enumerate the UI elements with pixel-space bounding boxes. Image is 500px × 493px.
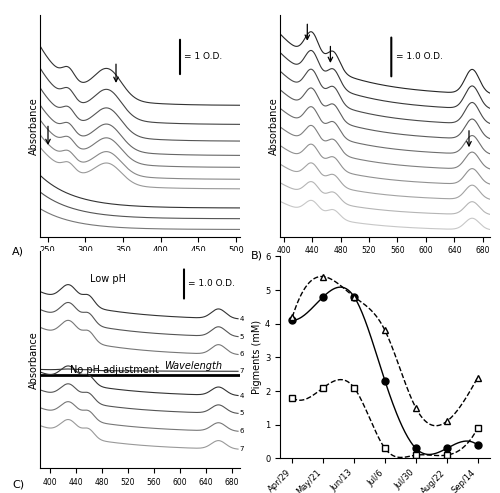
Text: = 1.0 O.D.: = 1.0 O.D. <box>188 280 235 288</box>
Text: C): C) <box>12 480 24 490</box>
Text: B): B) <box>250 251 262 261</box>
Text: 7: 7 <box>240 368 244 374</box>
Y-axis label: Absorbance: Absorbance <box>28 97 38 155</box>
X-axis label: Wavelength: Wavelength <box>111 257 169 267</box>
Text: 7: 7 <box>240 446 244 452</box>
Text: 6: 6 <box>240 352 244 357</box>
Text: 6: 6 <box>240 428 244 434</box>
Text: Wavelength: Wavelength <box>164 360 222 371</box>
Text: Low pH: Low pH <box>90 274 126 284</box>
Text: 5: 5 <box>240 334 244 340</box>
Y-axis label: Pigments (mM): Pigments (mM) <box>252 320 262 394</box>
Text: 4: 4 <box>240 316 244 322</box>
Text: A): A) <box>12 246 24 256</box>
Y-axis label: Absorbance: Absorbance <box>268 97 278 155</box>
Text: No pH adjustment: No pH adjustment <box>70 365 159 375</box>
X-axis label: Wavelength (nm): Wavelength (nm) <box>343 257 427 267</box>
Text: 4: 4 <box>240 392 244 398</box>
Y-axis label: Absorbance: Absorbance <box>28 331 38 389</box>
Text: 5: 5 <box>240 410 244 417</box>
Text: = 1 O.D.: = 1 O.D. <box>184 52 222 62</box>
Text: = 1.0 O.D.: = 1.0 O.D. <box>396 52 442 62</box>
